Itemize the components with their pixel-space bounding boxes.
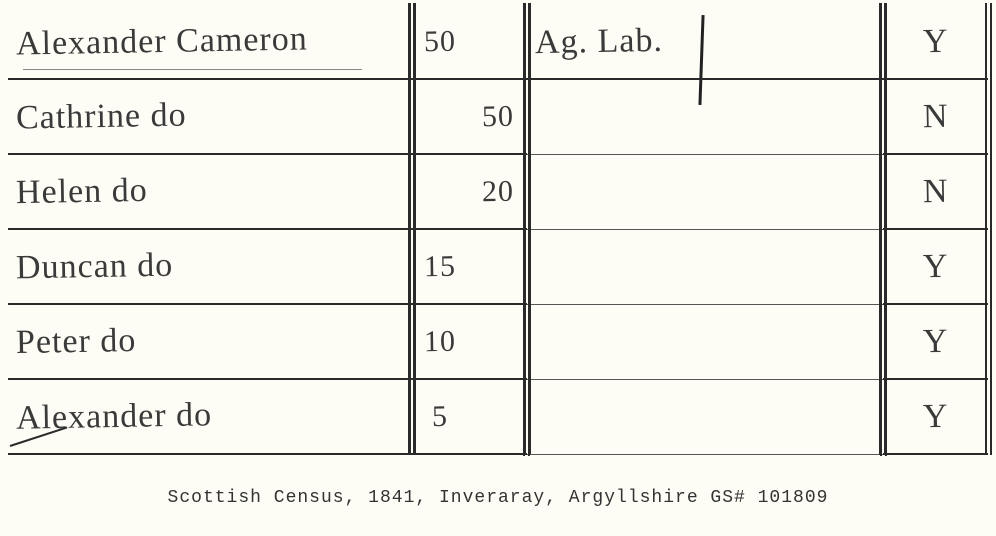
cell-born: Y [883, 380, 988, 455]
cell-name: Duncan do [8, 230, 412, 305]
cell-age-m: 5 [412, 380, 470, 455]
age-m-text: 5 [432, 399, 449, 433]
cell-age-f [469, 305, 527, 380]
table-row: Helen do 20 N [8, 155, 988, 230]
name-text: Cathrine do [16, 96, 187, 137]
cell-age-m: 15 [412, 230, 470, 305]
cell-born: N [883, 80, 988, 155]
table-row: Alexander do 5 Y [8, 380, 988, 455]
born-text: Y [922, 22, 948, 60]
cell-name: Peter do [8, 305, 412, 380]
occupation-text: Ag. Lab. [534, 21, 663, 61]
cell-age-f [469, 5, 527, 80]
cell-age-m: 50 [412, 5, 470, 80]
cell-age-m: 10 [412, 305, 470, 380]
cell-occupation [527, 230, 883, 305]
born-text: Y [922, 247, 948, 285]
name-text: Alexander do [16, 396, 213, 437]
age-f-text: 20 [482, 174, 515, 209]
cell-age-m [412, 155, 470, 230]
cell-name: Helen do [8, 155, 412, 230]
cell-age-f: 50 [469, 80, 527, 155]
cell-born: Y [883, 305, 988, 380]
cell-name: Cathrine do [8, 80, 412, 155]
cell-occupation [527, 155, 883, 230]
cell-born: Y [883, 230, 988, 305]
cell-name: Alexander do [8, 380, 412, 455]
cell-name: Alexander Cameron [8, 5, 412, 80]
table-row: Duncan do 15 Y [8, 230, 988, 305]
name-text: Helen do [16, 171, 148, 211]
table-row: Peter do 10 Y [8, 305, 988, 380]
cell-born: N [883, 155, 988, 230]
name-text: Peter do [16, 321, 137, 361]
born-text: N [922, 172, 948, 210]
census-table: Alexander Cameron 50 Ag. Lab. Y Cathrine… [8, 5, 988, 455]
cell-age-f: 20 [469, 155, 527, 230]
name-text: Alexander Cameron [16, 20, 308, 63]
cell-occupation [527, 305, 883, 380]
born-text: Y [922, 397, 948, 435]
cell-age-m [412, 80, 470, 155]
age-m-text: 10 [424, 324, 457, 359]
table-row: Alexander Cameron 50 Ag. Lab. Y [8, 5, 988, 80]
age-m-text: 15 [424, 249, 457, 284]
age-m-text: 50 [424, 24, 457, 59]
cell-born: Y [883, 5, 988, 80]
name-text: Duncan do [16, 246, 174, 287]
age-f-text: 50 [482, 99, 515, 134]
caption-text: Scottish Census, 1841, Inveraray, Argyll… [0, 488, 996, 508]
cell-occupation [527, 380, 883, 455]
cell-age-f [469, 380, 527, 455]
cell-occupation: Ag. Lab. [527, 5, 883, 80]
born-text: Y [922, 322, 948, 360]
born-text: N [922, 97, 948, 135]
table-row: Cathrine do 50 N [8, 80, 988, 155]
cell-age-f [469, 230, 527, 305]
cell-occupation [527, 80, 883, 155]
